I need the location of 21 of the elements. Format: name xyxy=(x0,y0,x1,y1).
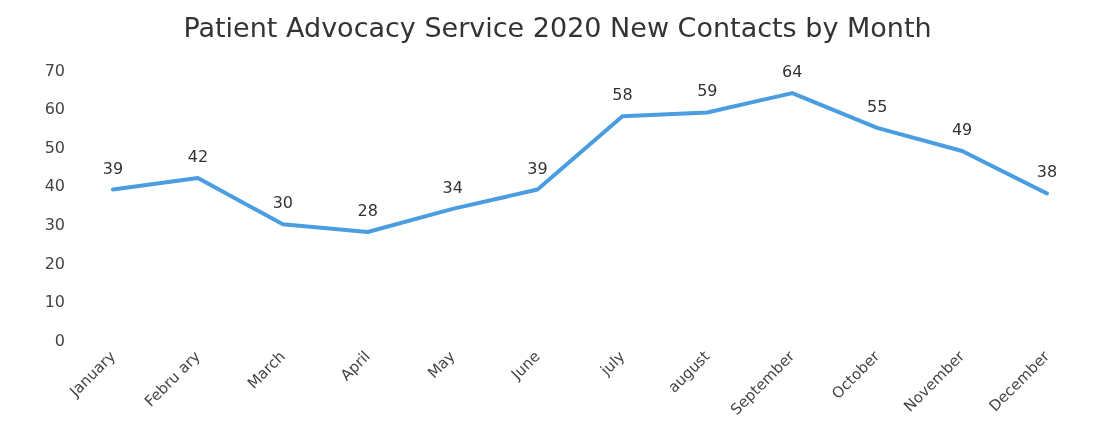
data-label: 64 xyxy=(782,62,803,82)
y-tick-label: 70 xyxy=(44,60,65,80)
data-label: 39 xyxy=(102,158,124,178)
y-tick-label: 10 xyxy=(44,292,65,312)
data-label: 34 xyxy=(442,177,463,197)
y-tick-label: 0 xyxy=(54,330,65,350)
data-label: 59 xyxy=(697,81,718,101)
chart-title: Patient Advocacy Service 2020 New Contacts by Month xyxy=(182,11,933,45)
y-tick-label: 60 xyxy=(44,99,65,119)
data-label: 30 xyxy=(272,193,293,213)
y-tick-label: 50 xyxy=(44,137,65,157)
data-label: 38 xyxy=(1036,162,1058,182)
y-tick-label: 30 xyxy=(44,214,65,234)
data-label: 42 xyxy=(187,147,209,166)
data-label: 58 xyxy=(612,85,633,105)
data-label: 28 xyxy=(357,201,378,220)
y-tick-label: 40 xyxy=(44,176,65,196)
data-label: 49 xyxy=(951,120,973,139)
y-tick-label: 20 xyxy=(44,253,65,273)
data-label: 39 xyxy=(527,158,548,178)
data-label: 55 xyxy=(867,96,888,116)
